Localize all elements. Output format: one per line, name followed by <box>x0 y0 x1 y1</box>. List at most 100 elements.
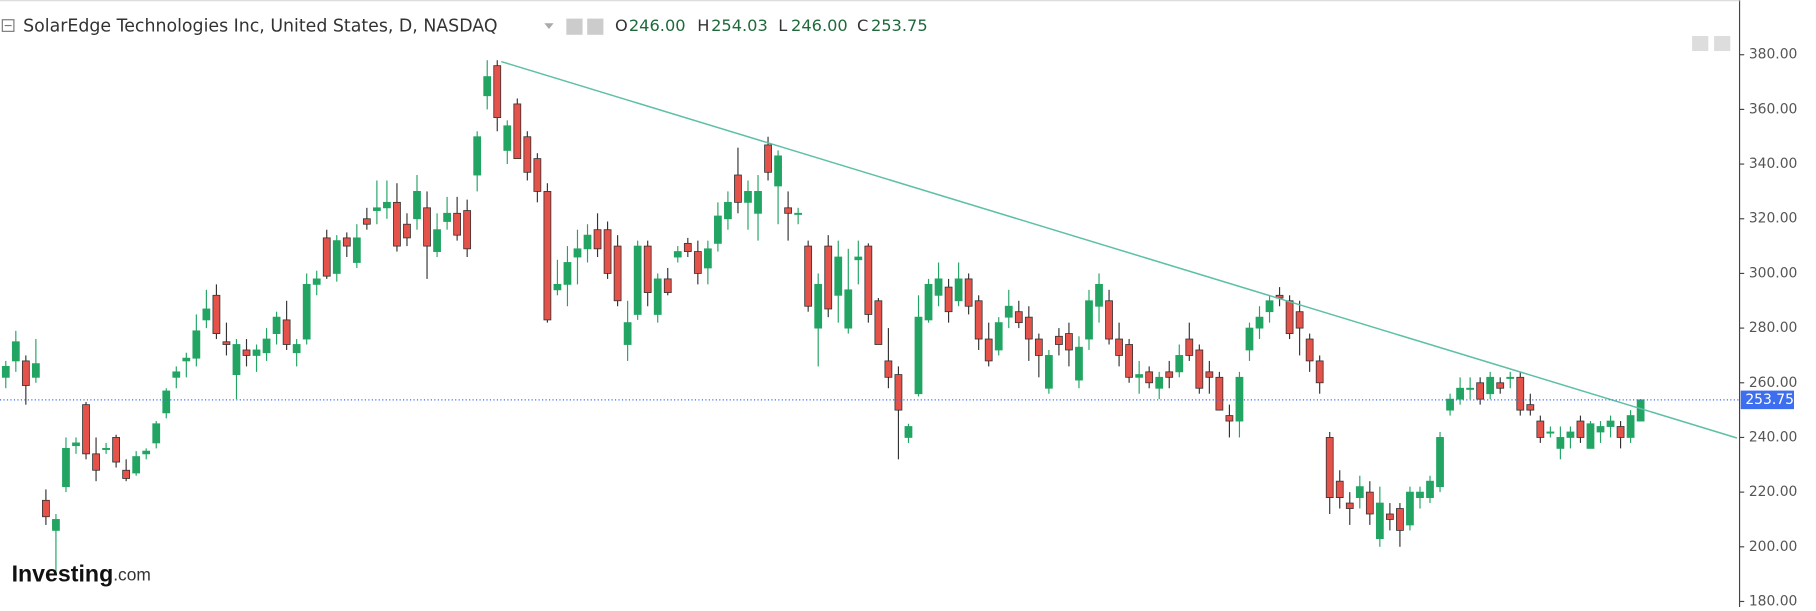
candle-body <box>453 212 462 236</box>
candle-body <box>1075 346 1083 381</box>
candle-body <box>433 229 441 252</box>
candle-body <box>1004 305 1013 318</box>
logo-brand-text: Investing <box>12 561 114 587</box>
eye-icon[interactable] <box>566 18 583 35</box>
candle-body <box>493 65 502 119</box>
last-price-box <box>1740 390 1794 410</box>
candle-body <box>683 242 692 252</box>
candle-body <box>844 289 853 329</box>
candle-body <box>82 404 90 455</box>
candle-body <box>1265 300 1274 313</box>
candle-body <box>42 499 50 518</box>
candle-body <box>724 201 732 220</box>
candle-body <box>1325 437 1334 498</box>
candle-body <box>1375 502 1384 540</box>
candle-body <box>473 136 482 176</box>
candle-body <box>1335 480 1344 498</box>
candle-body <box>513 103 522 160</box>
candle-body <box>132 456 141 474</box>
candle-body <box>1566 431 1575 438</box>
candle-body <box>1386 513 1394 520</box>
high-key: H <box>697 16 709 35</box>
open-key: O <box>615 16 628 35</box>
candle-body <box>1044 355 1053 389</box>
candle-body <box>944 286 953 313</box>
candle-body <box>1255 316 1264 329</box>
candle-body <box>1155 376 1164 389</box>
candle-body <box>924 283 933 321</box>
candle-body <box>1105 300 1113 340</box>
candle-body <box>864 245 873 315</box>
candle-body <box>1085 300 1093 340</box>
candle-body <box>1285 300 1294 334</box>
high-value: 254.03 <box>711 16 768 35</box>
candle-body <box>242 349 251 356</box>
candle-body <box>232 344 241 375</box>
expand-icon[interactable] <box>1714 35 1731 52</box>
candle-body <box>1596 426 1605 433</box>
candle-body <box>804 245 813 307</box>
dropdown-arrow[interactable] <box>544 23 554 30</box>
candle-body <box>1225 415 1234 422</box>
candle-body <box>623 322 632 345</box>
candle-body <box>282 319 291 345</box>
candle-body <box>1506 376 1515 379</box>
candle-body <box>52 519 60 531</box>
candle-body <box>252 349 261 356</box>
y-tick-label: 320.00 <box>1749 211 1798 227</box>
candle-body <box>1586 423 1595 449</box>
candle-body <box>854 256 863 261</box>
candle-body <box>834 256 843 296</box>
y-tick-label: 360.00 <box>1749 101 1798 117</box>
candle-body <box>543 191 552 321</box>
settings-icon[interactable] <box>587 18 604 35</box>
close-key: C <box>857 16 868 35</box>
last-price-label: 253.75 <box>1745 392 1794 408</box>
candle-body <box>423 207 431 247</box>
candle-body <box>403 223 411 239</box>
candle-body <box>122 469 131 479</box>
candle-body <box>463 210 472 250</box>
candle-body <box>443 212 451 222</box>
collapse-icon[interactable] <box>1 19 15 32</box>
info-icon[interactable] <box>1692 35 1709 52</box>
candle-body <box>1406 491 1414 526</box>
candle-body <box>1396 508 1404 531</box>
candle-body <box>1636 399 1645 422</box>
candle-body <box>603 229 612 274</box>
y-tick-label: 300.00 <box>1749 265 1798 281</box>
candle-body <box>302 283 311 340</box>
candle-body <box>1145 371 1154 384</box>
candle-body <box>954 278 963 302</box>
candle-body <box>1546 431 1555 434</box>
plot-area <box>0 60 1740 572</box>
low-value: 246.00 <box>791 16 848 35</box>
candle-body <box>152 423 161 444</box>
candle-body <box>272 316 281 334</box>
candle-body <box>884 360 893 378</box>
candle-body <box>1526 404 1535 411</box>
candle-body <box>1165 371 1174 378</box>
candle-body <box>393 201 401 247</box>
candle-body <box>1135 374 1144 378</box>
y-tick-label: 180.00 <box>1749 593 1798 607</box>
candle-body <box>1305 338 1314 362</box>
candle-body <box>974 300 983 340</box>
candle-body <box>1365 491 1374 515</box>
y-tick-label: 240.00 <box>1749 429 1798 445</box>
candle-body <box>874 300 883 345</box>
candle-body <box>1516 376 1525 411</box>
candle-body <box>573 248 582 258</box>
candle-body <box>734 174 742 203</box>
candle-body <box>653 278 662 315</box>
candle-body <box>1626 415 1635 438</box>
candle-body <box>202 308 211 321</box>
candle-body <box>1486 376 1495 395</box>
candle-body <box>1034 338 1043 356</box>
candle-body <box>483 76 492 97</box>
candle-body <box>1125 344 1133 378</box>
candle-body <box>1295 311 1304 329</box>
candle-body <box>32 363 40 378</box>
candle-body <box>102 447 110 450</box>
